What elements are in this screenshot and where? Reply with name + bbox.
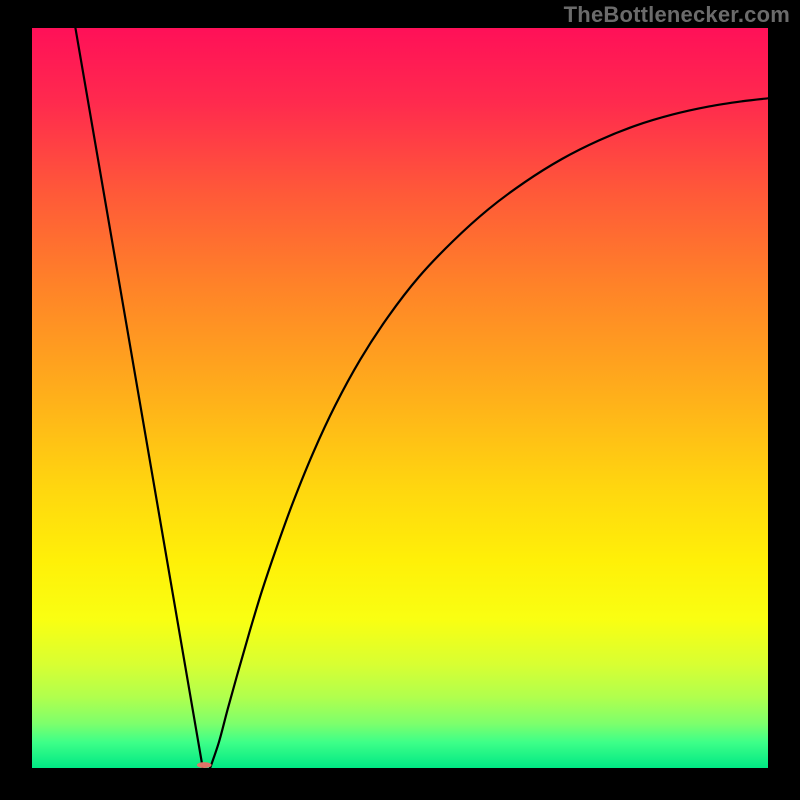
chart-svg <box>0 0 800 800</box>
watermark-text: TheBottlenecker.com <box>564 2 790 28</box>
minimum-marker <box>197 762 212 768</box>
chart-background <box>32 28 768 768</box>
chart-figure: TheBottlenecker.com <box>0 0 800 800</box>
